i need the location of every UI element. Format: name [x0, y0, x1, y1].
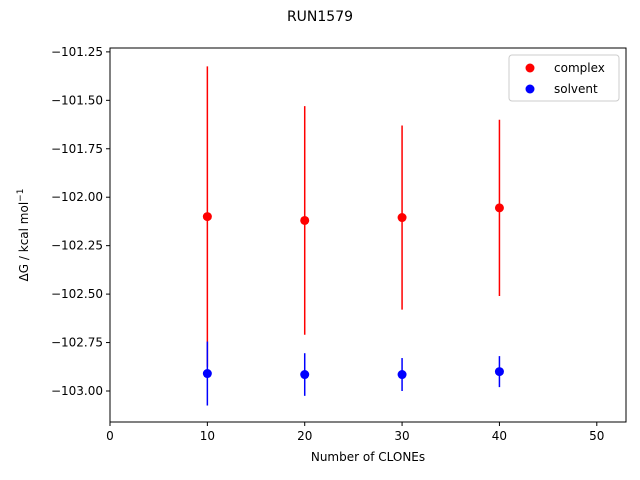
chart-title: RUN1579 — [287, 9, 353, 25]
complex-point — [202, 212, 212, 222]
y-axis-label-superscript: −1 — [16, 189, 26, 202]
x-axis-label: Number of CLONEs — [311, 450, 425, 464]
legend-marker-complex — [525, 63, 535, 73]
y-tick-label: −101.25 — [51, 45, 103, 59]
y-tick-label: −102.75 — [51, 336, 103, 350]
x-tick-label: 10 — [200, 429, 215, 443]
x-tick-label: 30 — [394, 429, 409, 443]
y-tick-label: −102.00 — [51, 190, 103, 204]
solvent-point — [300, 370, 310, 380]
x-tick-label: 0 — [106, 429, 114, 443]
y-axis-label-main: ΔG / kcal mol — [17, 202, 31, 282]
x-tick-label: 40 — [492, 429, 507, 443]
solvent-point — [397, 370, 407, 380]
solvent-point — [494, 367, 504, 377]
x-tick-label: 50 — [589, 429, 604, 443]
y-axis-label: ΔG / kcal mol−1 — [16, 189, 31, 282]
y-tick-label: −101.50 — [51, 93, 103, 107]
legend-label-solvent: solvent — [554, 82, 598, 96]
complex-point — [494, 203, 504, 213]
complex-point — [300, 215, 310, 225]
y-tick-label: −103.00 — [51, 384, 103, 398]
legend-marker-solvent — [525, 84, 535, 94]
legend-label-complex: complex — [554, 61, 605, 75]
y-tick-label: −102.50 — [51, 287, 103, 301]
y-tick-label: −102.25 — [51, 239, 103, 253]
x-tick-label: 20 — [297, 429, 312, 443]
legend: complex solvent — [508, 54, 620, 102]
legend-box — [508, 54, 620, 102]
plot-frame — [109, 47, 627, 423]
solvent-point — [202, 369, 212, 379]
plot-area — [202, 66, 504, 406]
complex-point — [397, 213, 407, 223]
axes: 0 10 20 30 40 50 −101.25 −101.50 −101.75 −102.00 −… — [51, 45, 604, 443]
y-tick-label: −101.75 — [51, 142, 103, 156]
